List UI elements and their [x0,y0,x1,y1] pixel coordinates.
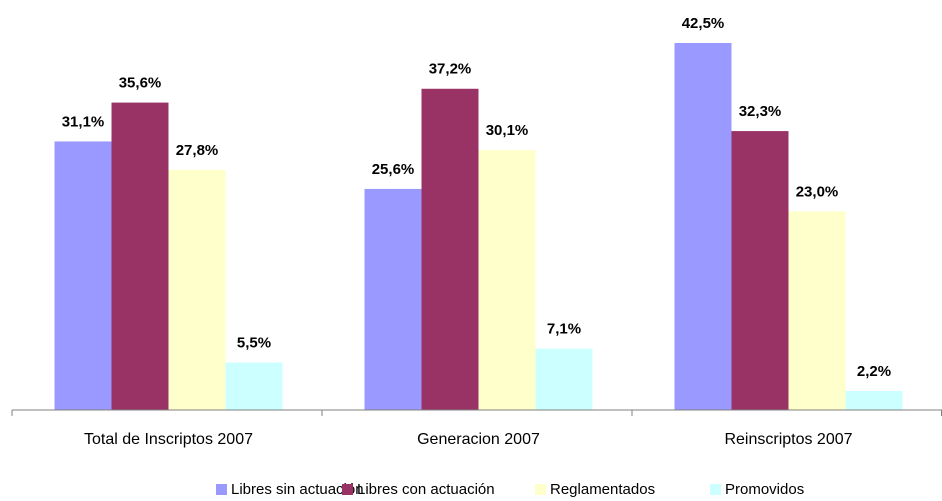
value-label: 23,0% [796,183,839,200]
value-label: 25,6% [372,161,415,178]
legend-swatch [342,484,353,495]
x-tick-label: Reinscriptos 2007 [724,431,852,448]
legend-label: Libres con actuación [357,481,495,498]
bar [225,362,283,410]
legend-swatch [710,484,721,495]
value-label: 37,2% [429,61,472,78]
bar [364,188,422,410]
legend-swatch [535,484,546,495]
legend-label: Promovidos [725,481,804,498]
legend-label: Reglamentados [550,481,655,498]
x-tick-label: Total de Inscriptos 2007 [84,431,253,448]
bar [788,211,846,410]
bar [168,169,226,410]
bar [674,43,732,410]
bar [111,102,169,410]
bar [731,131,789,410]
legend-label: Libres sin actuación [231,481,364,498]
value-label: 2,2% [857,363,891,380]
bar [54,141,112,410]
value-label: 7,1% [547,321,581,338]
x-tick-label: Generacion 2007 [417,431,540,448]
legend-swatch [216,484,227,495]
value-label: 27,8% [176,142,219,159]
bar [535,348,593,410]
value-label: 5,5% [237,334,271,351]
bar [845,391,903,410]
bar [478,150,536,411]
value-label: 32,3% [739,103,782,120]
value-label: 30,1% [486,122,529,139]
value-label: 42,5% [682,15,725,32]
value-label: 35,6% [119,75,162,92]
bar [421,88,479,410]
value-label: 31,1% [62,113,105,130]
